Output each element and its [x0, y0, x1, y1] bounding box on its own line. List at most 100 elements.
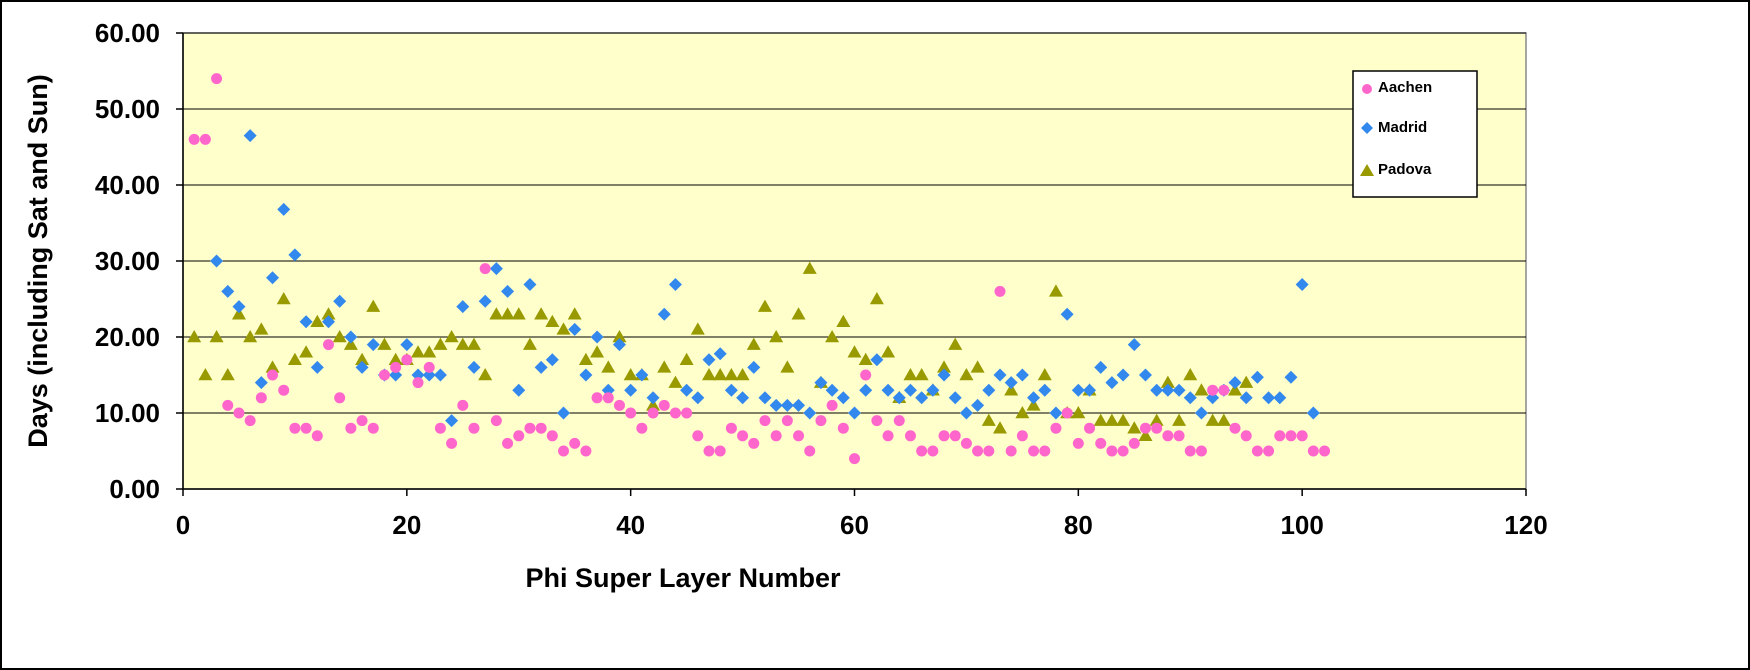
point-padova-60: [858, 352, 873, 366]
point-madrid-66: [948, 391, 962, 405]
point-padova-52: [769, 330, 784, 343]
point-aachen-62: [882, 430, 894, 442]
point-madrid-54: [814, 376, 828, 390]
point-aachen-57: [826, 399, 838, 411]
point-madrid-87: [1183, 391, 1197, 405]
series-aachen: [188, 73, 1331, 465]
point-padova-43: [668, 375, 683, 388]
point-madrid-98: [1306, 406, 1320, 420]
point-padova-6: [254, 322, 269, 335]
point-aachen-0: [188, 133, 200, 145]
point-madrid-58: [859, 383, 873, 397]
point-madrid-83: [1138, 368, 1152, 382]
point-madrid-39: [646, 391, 660, 405]
point-madrid-86: [1172, 383, 1186, 397]
point-aachen-7: [267, 369, 279, 381]
point-padova-4: [231, 307, 246, 320]
point-aachen-85: [1139, 422, 1151, 434]
point-padova-79: [1071, 406, 1086, 419]
y-tick-label-2: 20.00: [95, 322, 160, 352]
point-aachen-94: [1240, 430, 1252, 442]
point-madrid-21: [445, 414, 459, 428]
x-tick-label-0: 0: [176, 510, 190, 540]
point-aachen-64: [904, 430, 916, 442]
point-padova-20: [411, 345, 426, 358]
point-aachen-91: [1207, 384, 1219, 396]
point-padova-68: [948, 337, 963, 350]
point-padova-31: [534, 307, 549, 320]
point-aachen-93: [1229, 422, 1241, 434]
point-aachen-44: [681, 407, 693, 419]
point-aachen-13: [334, 392, 346, 404]
point-padova-82: [1104, 413, 1119, 426]
point-padova-16: [366, 299, 381, 312]
point-padova-75: [1026, 398, 1041, 411]
point-padova-83: [1116, 413, 1131, 426]
point-padova-2: [209, 330, 224, 343]
point-aachen-100: [1307, 445, 1319, 457]
point-madrid-76: [1060, 307, 1074, 321]
point-madrid-62: [903, 383, 917, 397]
point-aachen-17: [378, 369, 390, 381]
point-aachen-63: [893, 415, 905, 427]
point-madrid-64: [926, 383, 940, 397]
point-aachen-47: [714, 445, 726, 457]
point-padova-48: [724, 368, 739, 381]
point-aachen-9: [289, 422, 301, 434]
point-padova-45: [690, 322, 705, 335]
point-madrid-74: [1038, 383, 1052, 397]
point-aachen-89: [1184, 445, 1196, 457]
point-madrid-3: [243, 129, 257, 143]
point-padova-36: [590, 345, 605, 358]
x-tick-label-1: 20: [392, 510, 421, 540]
point-madrid-71: [1004, 376, 1018, 390]
point-aachen-24: [457, 399, 469, 411]
gridlines: [183, 32, 1526, 414]
point-padova-46: [702, 368, 717, 381]
point-padova-72: [992, 421, 1007, 434]
point-madrid-30: [545, 353, 559, 367]
point-aachen-36: [591, 392, 603, 404]
legend-marker-padova: [1360, 164, 1374, 176]
point-padova-32: [545, 314, 560, 328]
point-padova-70: [970, 360, 985, 373]
point-aachen-32: [546, 430, 558, 442]
point-madrid-34: [590, 330, 604, 344]
point-aachen-58: [837, 422, 849, 434]
point-madrid-8: [299, 315, 313, 329]
point-madrid-38: [635, 368, 649, 382]
point-aachen-11: [311, 430, 323, 442]
point-padova-39: [623, 368, 638, 381]
point-aachen-55: [804, 445, 816, 457]
point-madrid-41: [668, 278, 682, 292]
x-tick-label-5: 100: [1280, 510, 1323, 540]
point-aachen-43: [669, 407, 681, 419]
point-aachen-45: [692, 430, 704, 442]
point-madrid-14: [366, 338, 380, 352]
point-aachen-73: [1005, 445, 1017, 457]
point-aachen-53: [781, 415, 793, 427]
point-padova-23: [444, 330, 459, 343]
point-padova-94: [1239, 375, 1254, 388]
point-aachen-98: [1285, 430, 1297, 442]
y-axis-title: Days (including Sat and Sun): [23, 74, 53, 448]
point-aachen-81: [1095, 437, 1107, 449]
y-tick-label-1: 10.00: [95, 398, 160, 428]
point-aachen-28: [502, 437, 514, 449]
point-aachen-54: [793, 430, 805, 442]
point-aachen-90: [1195, 445, 1207, 457]
point-madrid-17: [400, 338, 414, 352]
point-aachen-33: [558, 445, 570, 457]
point-madrid-31: [557, 406, 571, 420]
point-aachen-46: [703, 445, 715, 457]
point-madrid-50: [769, 398, 783, 412]
legend: Aachen Madrid Padova: [1352, 70, 1478, 198]
point-madrid-20: [433, 368, 447, 382]
point-padova-8: [276, 292, 291, 305]
point-padova-86: [1149, 413, 1164, 426]
point-madrid-42: [680, 383, 694, 397]
point-aachen-83: [1117, 445, 1129, 457]
point-madrid-73: [1027, 391, 1041, 405]
point-padova-53: [780, 360, 795, 373]
y-tick-label-4: 40.00: [95, 170, 160, 200]
